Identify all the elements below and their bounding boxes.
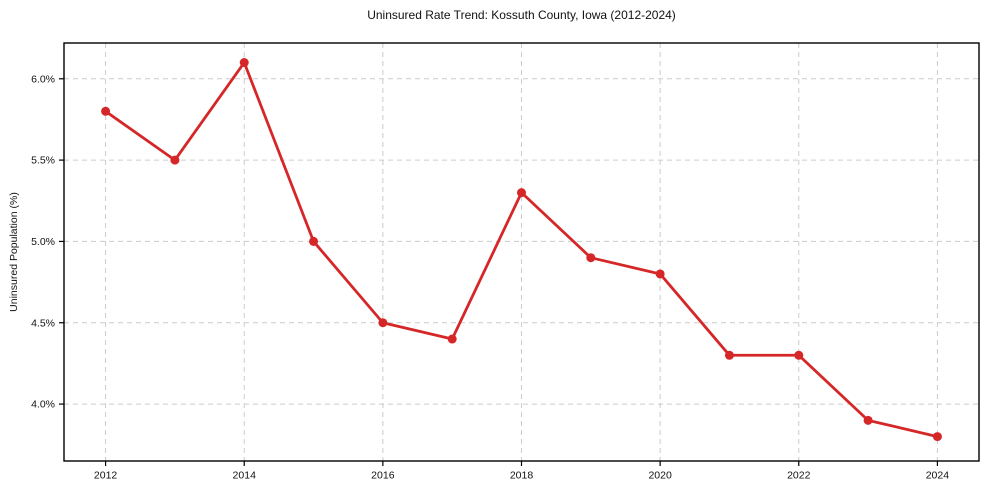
x-tick-label: 2022	[787, 470, 811, 482]
data-point	[863, 415, 873, 425]
data-point	[101, 106, 111, 116]
data-point	[447, 334, 457, 344]
y-tick-label: 4.0%	[31, 399, 55, 411]
data-point	[517, 188, 526, 198]
data-point	[239, 58, 249, 68]
x-tick-label: 2024	[926, 470, 950, 482]
x-tick-label: 2018	[510, 470, 534, 482]
x-tick-label: 2020	[648, 470, 672, 482]
data-point	[309, 236, 319, 246]
y-tick-label: 4.5%	[31, 317, 55, 329]
data-point	[932, 432, 942, 442]
data-point	[170, 155, 180, 165]
data-point	[794, 350, 804, 360]
y-tick-label: 5.5%	[31, 155, 55, 167]
data-point	[378, 318, 388, 328]
x-tick-label: 2012	[94, 470, 118, 482]
data-point	[724, 350, 734, 360]
y-tick-label: 5.0%	[31, 236, 55, 248]
data-point	[586, 253, 596, 263]
x-tick-label: 2014	[233, 470, 257, 482]
x-tick-label: 2016	[371, 470, 395, 482]
data-point	[655, 269, 665, 279]
chart-title: Uninsured Rate Trend: Kossuth County, Io…	[367, 8, 676, 22]
y-tick-label: 6.0%	[31, 73, 55, 85]
